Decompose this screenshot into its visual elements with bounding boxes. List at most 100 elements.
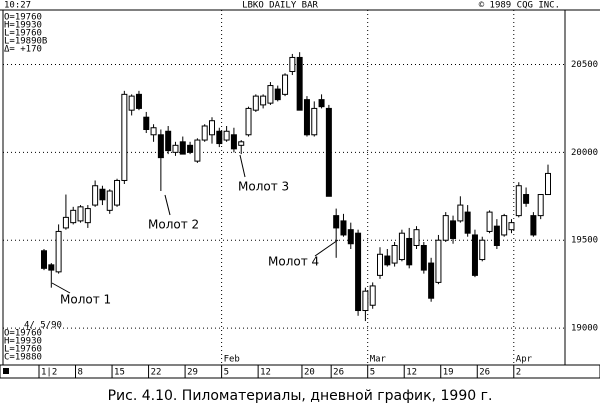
x-tick-label: 15 <box>114 368 125 378</box>
x-tick-label: 5 <box>224 368 229 378</box>
candle-body <box>267 85 274 104</box>
candle-body <box>406 237 413 266</box>
header-time: 10:27 <box>4 1 31 11</box>
candle-body <box>128 95 135 111</box>
y-tick-label: 20500 <box>571 60 598 70</box>
month-label: Mar <box>370 355 387 365</box>
candle-body <box>179 141 186 155</box>
candle-body <box>41 250 47 269</box>
candle-body <box>486 211 493 232</box>
last-bar-line: L=19760 <box>4 345 42 355</box>
annotation-arrow <box>51 282 71 294</box>
candle-body <box>318 99 325 108</box>
candle-body <box>150 127 157 136</box>
candle-body <box>223 130 230 141</box>
info-line: H=19930 <box>4 21 42 31</box>
candle-body <box>515 185 522 217</box>
candle-body <box>501 215 508 236</box>
candle-body <box>260 95 267 106</box>
candle-body <box>457 204 464 222</box>
candle-body <box>274 88 281 101</box>
candle-body <box>471 234 478 276</box>
candle-body <box>55 230 62 273</box>
candle-body <box>377 253 383 276</box>
candle-body <box>325 107 332 197</box>
candle-body <box>296 56 303 111</box>
last-bar-line: O=19760 <box>4 329 42 339</box>
last-bar-line: H=19930 <box>4 337 42 347</box>
candle-body <box>252 95 259 111</box>
last-date: 4/ 5/90 <box>24 321 62 331</box>
candle-body <box>530 215 537 236</box>
candle-body <box>523 194 530 204</box>
candle-body <box>333 215 340 229</box>
candle-body <box>420 244 427 271</box>
candle-body <box>194 139 201 162</box>
info-line: L=19760 <box>4 29 42 39</box>
candle-body <box>303 99 310 136</box>
candle-body <box>545 172 551 196</box>
annotation: Молот 2 <box>148 218 199 232</box>
annotation: Молот 4 <box>268 255 319 269</box>
y-tick-label: 19000 <box>571 324 598 334</box>
annotation: Молот 3 <box>238 180 289 194</box>
caption: Рис. 4.10. Пиломатериалы, дневной график… <box>108 388 493 404</box>
candle-body <box>369 285 376 306</box>
x-tick-label: 29 <box>187 368 198 378</box>
x-tick-label: 12 <box>406 368 417 378</box>
candle-body <box>435 239 442 283</box>
annotation-arrow <box>239 154 246 178</box>
y-tick-label: 20000 <box>571 148 598 158</box>
y-tick-label: 19500 <box>571 236 598 246</box>
info-line: O=19760 <box>4 13 42 23</box>
candle-body <box>384 255 391 266</box>
candle-body <box>450 220 457 239</box>
copyright: © 1989 CQG INC. <box>479 1 560 11</box>
x-tick-label: 19 <box>443 368 454 378</box>
x-tick-label: 12 <box>260 368 271 378</box>
candle-body <box>362 290 369 312</box>
annotation-arrow <box>314 239 339 257</box>
x-tick-label: 1|2 <box>41 368 57 378</box>
last-bar-line: C=19880 <box>4 353 42 363</box>
candle-body <box>245 107 252 136</box>
candle-body <box>77 206 84 222</box>
candle-body <box>114 179 121 206</box>
annotation: Молот 1 <box>60 293 111 307</box>
candle-body <box>187 144 194 153</box>
month-label: Feb <box>224 355 240 365</box>
candle-body <box>172 144 179 153</box>
candle-body <box>92 185 99 206</box>
x-tick-label: 5 <box>370 368 375 378</box>
candle-body <box>355 232 362 312</box>
candle-body <box>216 130 223 145</box>
candle-body <box>464 211 471 234</box>
candle-body <box>282 74 289 95</box>
candle-body <box>413 229 420 246</box>
info-line: Δ= +170 <box>4 45 42 55</box>
x-tick-label: 22 <box>151 368 162 378</box>
corner-box <box>3 368 9 374</box>
candle-body <box>508 222 515 231</box>
info-line: L=19890B <box>4 37 47 47</box>
candle-body <box>121 93 128 181</box>
annotation-arrow <box>164 194 171 216</box>
x-tick-label: 8 <box>78 368 83 378</box>
candle-body <box>347 229 354 245</box>
chart-title: LBKO DAILY BAR <box>242 1 318 11</box>
candle-body <box>428 262 435 299</box>
candle-body <box>238 141 245 146</box>
candle-body <box>479 239 486 261</box>
candle-body <box>537 194 544 217</box>
x-tick-label: 2 <box>516 368 521 378</box>
candle-body <box>48 264 55 271</box>
candle-body <box>493 225 500 246</box>
x-tick-label: 20 <box>304 368 315 378</box>
candle-body <box>398 232 405 261</box>
candle-body <box>230 134 237 150</box>
candle-body <box>106 190 113 211</box>
candle-body <box>165 130 172 152</box>
candle-body <box>70 209 77 224</box>
candle-body <box>209 120 215 136</box>
